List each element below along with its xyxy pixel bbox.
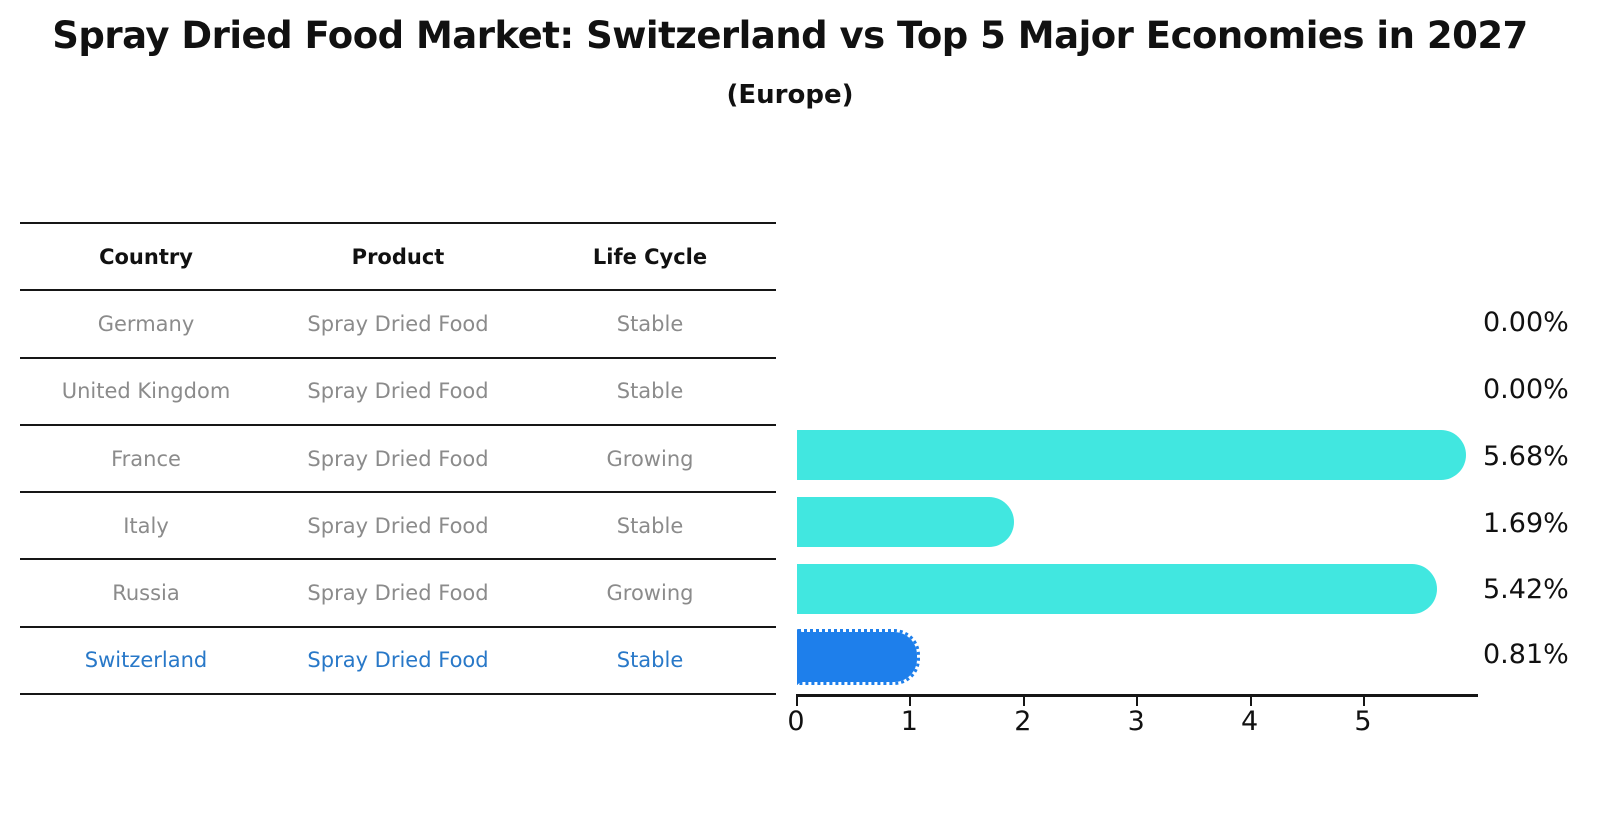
x-axis-tick-label: 4 [1241, 706, 1259, 737]
column-header-life-cycle: Life Cycle [592, 244, 708, 269]
x-axis-tick [1249, 697, 1252, 706]
x-axis-line [796, 694, 1478, 697]
x-axis-tick-label: 0 [787, 706, 805, 737]
cell-country: United Kingdom [61, 379, 231, 404]
value-label-italy: 1.69% [1483, 508, 1569, 539]
value-label-switzerland: 0.81% [1483, 639, 1569, 670]
table-row-switzerland: Switzerland Spray Dried Food Stable [20, 625, 776, 696]
x-axis-tick-label: 1 [900, 706, 918, 737]
column-header-country: Country [99, 244, 193, 269]
value-label-russia: 5.42% [1483, 574, 1569, 605]
cell-life-cycle: Stable [616, 513, 684, 538]
column-header-product: Product [351, 244, 445, 269]
cell-product: Spray Dried Food [307, 379, 489, 404]
value-label-united-kingdom: 0.00% [1483, 374, 1569, 405]
cell-country: France [111, 446, 181, 471]
x-axis-tick [909, 697, 912, 706]
table-row-italy: Italy Spray Dried Food Stable [20, 491, 776, 558]
x-axis-tick [1136, 697, 1139, 706]
chart-title: Spray Dried Food Market: Switzerland vs … [52, 14, 1528, 57]
cell-product: Spray Dried Food [307, 581, 489, 606]
cell-product: Spray Dried Food [307, 311, 489, 336]
x-axis-tick [796, 697, 798, 706]
bar-france [797, 430, 1467, 480]
table-row-united-kingdom: United Kingdom Spray Dried Food Stable [20, 356, 776, 424]
x-axis-tick-label: 5 [1354, 706, 1372, 737]
cell-life-cycle: Stable [616, 648, 684, 673]
cell-product: Spray Dried Food [307, 648, 489, 673]
bar-russia [797, 564, 1437, 614]
cell-life-cycle: Stable [616, 311, 684, 336]
cell-life-cycle: Stable [616, 379, 684, 404]
x-axis-tick-label: 3 [1127, 706, 1145, 737]
cell-country: Switzerland [84, 648, 208, 673]
data-table: Country Product Life Cycle Germany Spray… [20, 222, 776, 696]
cell-product: Spray Dried Food [307, 446, 489, 471]
x-axis-tick [1022, 697, 1025, 706]
table-header-row: Country Product Life Cycle [20, 222, 776, 289]
cell-life-cycle: Growing [606, 446, 694, 471]
cell-product: Spray Dried Food [307, 513, 489, 538]
value-label-france: 5.68% [1483, 441, 1569, 472]
x-axis-tick-label: 2 [1014, 706, 1032, 737]
bar-switzerland [797, 629, 920, 685]
cell-life-cycle: Growing [606, 581, 694, 606]
table-row-france: France Spray Dried Food Growing [20, 423, 776, 491]
x-axis-tick [1363, 697, 1365, 706]
cell-country: Germany [97, 311, 195, 336]
cell-country: Russia [112, 581, 180, 606]
value-label-germany: 0.00% [1483, 307, 1569, 338]
bar-italy [797, 497, 1014, 547]
table-row-germany: Germany Spray Dried Food Stable [20, 289, 776, 356]
chart-subtitle: (Europe) [726, 80, 854, 110]
cell-country: Italy [123, 513, 169, 538]
table-row-russia: Russia Spray Dried Food Growing [20, 558, 776, 625]
